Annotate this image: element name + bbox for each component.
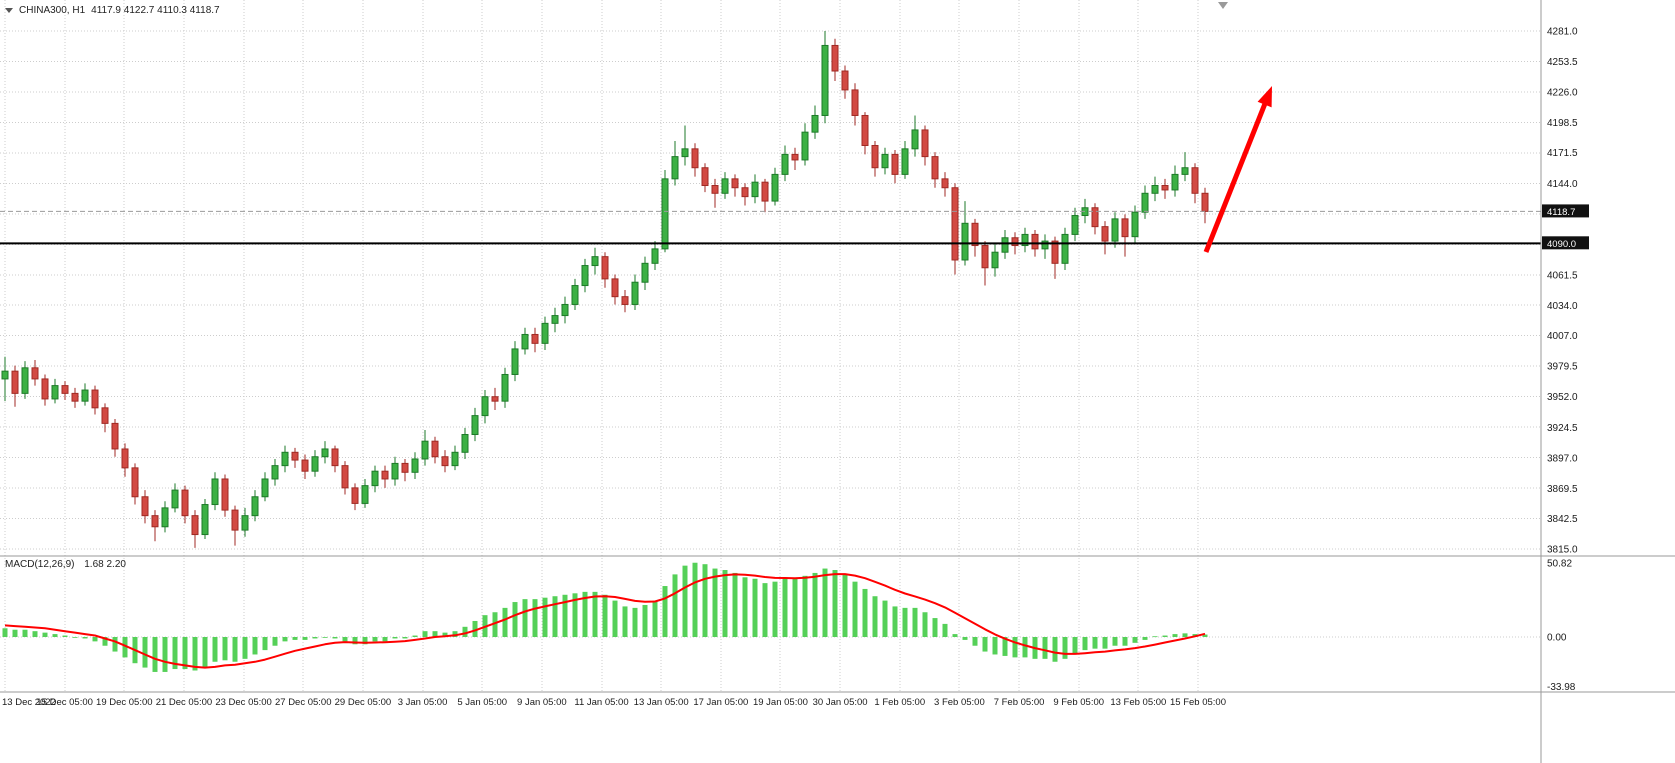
- svg-text:3842.5: 3842.5: [1547, 514, 1578, 525]
- svg-text:13 Feb 05:00: 13 Feb 05:00: [1110, 697, 1166, 708]
- macd-name: MACD(12,26,9): [5, 559, 75, 570]
- grid-lines: [0, 0, 1541, 692]
- svg-text:4281.0: 4281.0: [1547, 27, 1578, 38]
- svg-text:9 Jan 05:00: 9 Jan 05:00: [517, 697, 567, 708]
- svg-text:-33.98: -33.98: [1547, 682, 1576, 693]
- price-badge: [1542, 236, 1589, 250]
- macd-axis[interactable]: 50.82 0.00 -33.98: [1547, 559, 1576, 693]
- svg-text:50.82: 50.82: [1547, 559, 1572, 570]
- svg-text:3815.0: 3815.0: [1547, 545, 1578, 556]
- svg-text:4198.5: 4198.5: [1547, 118, 1578, 129]
- svg-text:4034.0: 4034.0: [1547, 301, 1578, 312]
- chart-shift-marker[interactable]: [1218, 2, 1228, 9]
- svg-text:3 Jan 05:00: 3 Jan 05:00: [398, 697, 448, 708]
- svg-text:17 Jan 05:00: 17 Jan 05:00: [693, 697, 748, 708]
- svg-text:13 Dec 2022: 13 Dec 2022: [2, 697, 56, 708]
- macd-values: 1.68 2.20: [84, 559, 126, 570]
- svg-text:15 Feb 05:00: 15 Feb 05:00: [1170, 697, 1226, 708]
- svg-text:4007.0: 4007.0: [1547, 331, 1578, 342]
- svg-text:15 Dec 05:00: 15 Dec 05:00: [36, 697, 93, 708]
- svg-text:4144.0: 4144.0: [1547, 179, 1578, 190]
- chart-comment: CHINA300, H1 4117.9 4122.7 4110.3 4118.7: [5, 5, 220, 16]
- macd-indicator-label: MACD(12,26,9) 1.68 2.20: [5, 559, 133, 570]
- svg-text:30 Jan 05:00: 30 Jan 05:00: [813, 697, 868, 708]
- candles: [1, 31, 1209, 548]
- svg-text:3952.0: 3952.0: [1547, 392, 1578, 403]
- svg-text:21 Dec 05:00: 21 Dec 05:00: [156, 697, 213, 708]
- one-click-trading-icon[interactable]: [5, 8, 13, 13]
- svg-text:19 Jan 05:00: 19 Jan 05:00: [753, 697, 808, 708]
- svg-text:4253.5: 4253.5: [1547, 57, 1578, 68]
- svg-text:4118.7: 4118.7: [1547, 207, 1575, 218]
- svg-text:4226.0: 4226.0: [1547, 88, 1578, 99]
- svg-text:3897.0: 3897.0: [1547, 453, 1578, 464]
- svg-text:7 Feb 05:00: 7 Feb 05:00: [994, 697, 1045, 708]
- svg-text:11 Jan 05:00: 11 Jan 05:00: [574, 697, 628, 708]
- svg-text:23 Dec 05:00: 23 Dec 05:00: [215, 697, 272, 708]
- svg-text:27 Dec 05:00: 27 Dec 05:00: [275, 697, 332, 708]
- svg-text:5 Jan 05:00: 5 Jan 05:00: [457, 697, 507, 708]
- svg-text:4061.5: 4061.5: [1547, 270, 1578, 281]
- svg-text:29 Dec 05:00: 29 Dec 05:00: [335, 697, 392, 708]
- price-axis[interactable]: 4281.0 4253.5 4226.0 4198.5 4171.5 4144.0 4061…: [1542, 27, 1589, 556]
- macd-signal-line: [4, 573, 1206, 669]
- svg-text:19 Dec 05:00: 19 Dec 05:00: [96, 697, 153, 708]
- svg-text:3979.5: 3979.5: [1547, 362, 1578, 373]
- svg-text:4171.5: 4171.5: [1547, 148, 1578, 159]
- trend-arrow[interactable]: [1203, 86, 1272, 253]
- symbol-timeframe: CHINA300, H1: [19, 5, 86, 16]
- svg-text:3924.5: 3924.5: [1547, 423, 1578, 434]
- ohlc-values: 4117.9 4122.7 4110.3 4118.7: [91, 5, 220, 16]
- price-badge: [1542, 204, 1589, 218]
- svg-text:9 Feb 05:00: 9 Feb 05:00: [1053, 697, 1104, 708]
- svg-text:0.00: 0.00: [1547, 633, 1567, 644]
- svg-text:13 Jan 05:00: 13 Jan 05:00: [634, 697, 689, 708]
- macd-histogram: [2, 562, 1208, 672]
- svg-text:3 Feb 05:00: 3 Feb 05:00: [934, 697, 985, 708]
- svg-text:3869.5: 3869.5: [1547, 484, 1578, 495]
- svg-text:1 Feb 05:00: 1 Feb 05:00: [874, 697, 925, 708]
- svg-text:4090.0: 4090.0: [1547, 239, 1576, 250]
